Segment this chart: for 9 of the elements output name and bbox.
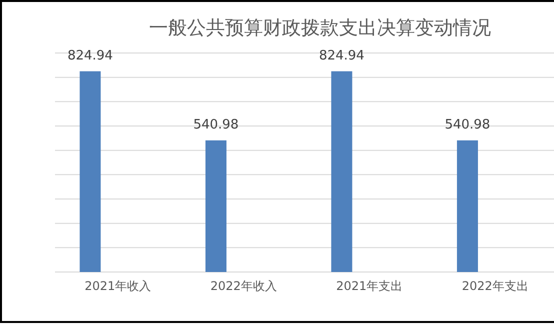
x-tick-label: 2021年支出 — [336, 279, 403, 293]
data-label: 824.94 — [318, 48, 364, 64]
x-tick-label: 2022年支出 — [462, 279, 528, 293]
data-label: 824.94 — [67, 48, 113, 64]
data-label: 540.98 — [444, 117, 490, 132]
chart-title: 一般公共预算财政拨款支出决算变动情况 — [149, 17, 491, 39]
x-tick-label: 2022年收入 — [210, 279, 277, 293]
x-tick-label: 2021年收入 — [84, 279, 152, 293]
data-label: 540.98 — [193, 117, 239, 132]
